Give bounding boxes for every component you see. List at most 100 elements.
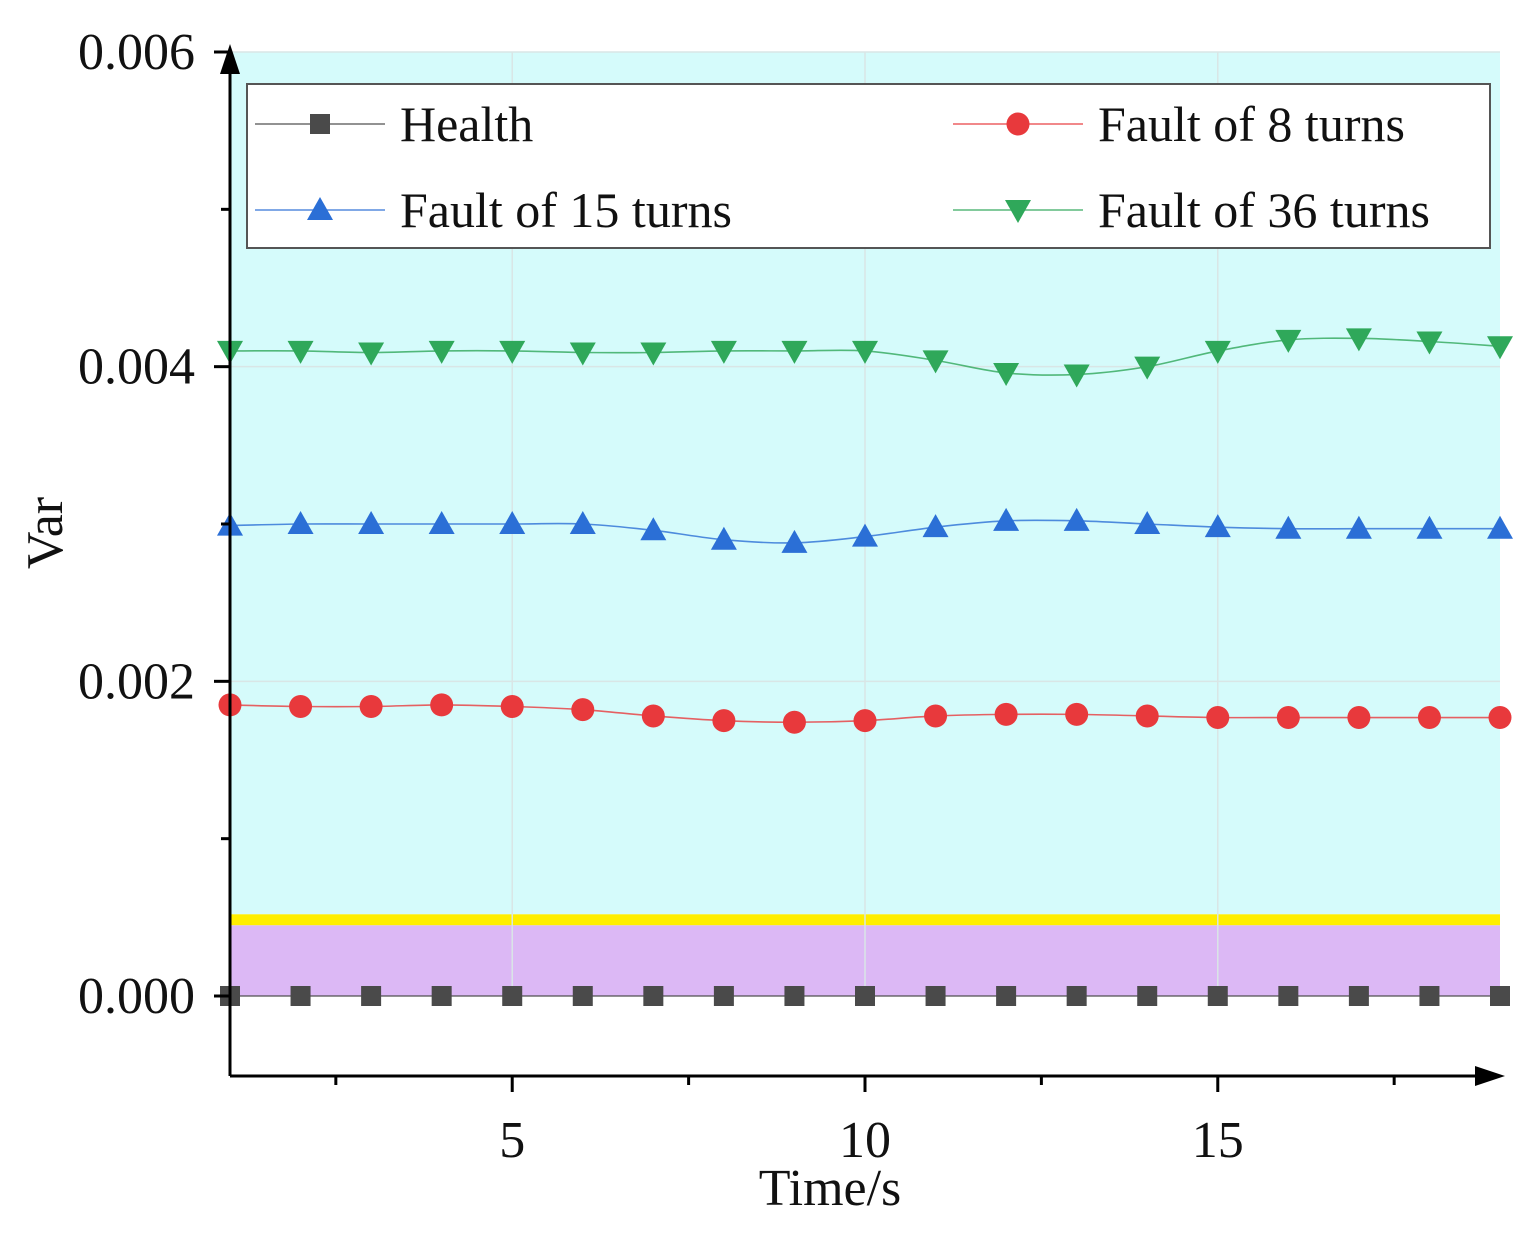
legend: Health Fault of 8 turns Fault of 15 turns F… [246, 83, 1491, 249]
data-point-health-10 [925, 986, 946, 1006]
data-point-health-3 [431, 986, 452, 1006]
data-point-fault-of-15-turns-1 [287, 511, 314, 534]
data-point-health-4 [502, 986, 523, 1006]
data-point-health-7 [713, 986, 734, 1006]
legend-marker-health [310, 114, 330, 134]
data-point-fault-of-8-turns-8 [782, 710, 806, 734]
data-point-fault-of-8-turns-11 [994, 702, 1018, 726]
data-point-fault-of-36-turns-17 [1416, 331, 1443, 355]
data-point-health-13 [1137, 986, 1158, 1006]
tick-labels: 0.000 0.002 0.004 0.006 5 10 15 [78, 24, 1244, 1169]
data-point-health-17 [1419, 986, 1440, 1006]
data-point-fault-of-15-turns-13 [1134, 511, 1161, 534]
legend-box [246, 83, 1491, 249]
data-point-fault-of-15-turns-7 [710, 526, 737, 550]
data-point-fault-of-36-turns-3 [428, 340, 455, 364]
data-point-fault-of-8-turns-17 [1417, 706, 1441, 730]
legend-item-fault-of-36-turns: Fault of 36 turns [953, 182, 1430, 238]
x-axis-arrow [1475, 1066, 1505, 1086]
data-point-fault-of-36-turns-2 [358, 342, 385, 366]
x-tick-label: 10 [839, 1112, 891, 1169]
legend-item-fault-of-8-turns: Fault of 8 turns [953, 96, 1405, 152]
data-point-health-16 [1348, 986, 1369, 1006]
y-tick-label: 0.004 [78, 339, 195, 396]
data-point-fault-of-8-turns-2 [359, 695, 383, 719]
data-point-fault-of-15-turns-2 [358, 511, 385, 534]
data-point-fault-of-36-turns-13 [1134, 356, 1161, 380]
data-point-health-15 [1278, 986, 1299, 1006]
series-fault-of-36-turns [217, 328, 1513, 388]
data-point-health-9 [855, 986, 875, 1006]
data-point-fault-of-36-turns-1 [287, 340, 314, 364]
data-point-fault-of-15-turns-16 [1345, 515, 1372, 539]
data-point-fault-of-8-turns-3 [430, 693, 454, 717]
data-point-fault-of-15-turns-6 [640, 517, 667, 541]
y-tick-label: 0.000 [78, 968, 195, 1025]
data-point-fault-of-8-turns-14 [1206, 706, 1230, 730]
data-point-fault-of-36-turns-4 [499, 340, 526, 364]
legend-item-fault-of-15-turns: Fault of 15 turns [255, 182, 732, 238]
data-point-fault-of-8-turns-7 [712, 709, 736, 733]
y-axis-arrow [220, 44, 240, 74]
data-point-fault-of-8-turns-13 [1135, 704, 1159, 728]
data-point-fault-of-15-turns-9 [852, 523, 878, 547]
data-point-fault-of-36-turns-10 [922, 350, 949, 374]
data-point-fault-of-15-turns-11 [993, 507, 1020, 531]
data-point-fault-of-15-turns-5 [569, 511, 596, 534]
data-point-fault-of-8-turns-10 [924, 704, 948, 728]
data-point-fault-of-15-turns-4 [499, 511, 526, 534]
data-point-fault-of-36-turns-16 [1345, 328, 1372, 352]
data-point-fault-of-15-turns-14 [1204, 514, 1231, 538]
data-point-fault-of-36-turns-15 [1275, 329, 1302, 353]
legend-label-fault-of-8-turns: Fault of 8 turns [1098, 96, 1405, 152]
data-point-fault-of-36-turns-6 [640, 342, 667, 366]
legend-marker-fault-of-8-turns [1006, 112, 1030, 136]
data-point-fault-of-15-turns-8 [781, 529, 808, 553]
y-tick-label: 0.006 [78, 24, 195, 81]
data-point-health-2 [361, 986, 382, 1006]
legend-label-health: Health [400, 96, 533, 152]
x-axis-title: Time/s [759, 1160, 902, 1217]
data-point-fault-of-36-turns-5 [569, 342, 596, 366]
legend-marker-fault-of-36-turns [1005, 200, 1031, 223]
data-point-health-6 [643, 986, 664, 1006]
x-tick-label: 15 [1192, 1112, 1244, 1169]
series-fault-of-15-turns [217, 507, 1513, 553]
data-point-fault-of-36-turns-11 [993, 362, 1020, 386]
y-tick-label: 0.002 [78, 653, 195, 710]
data-point-health-14 [1207, 986, 1228, 1006]
data-point-fault-of-8-turns-4 [500, 695, 524, 719]
data-point-fault-of-8-turns-16 [1347, 706, 1371, 730]
data-point-health-1 [290, 986, 311, 1006]
data-point-fault-of-36-turns-9 [852, 340, 878, 364]
data-point-fault-of-8-turns-5 [571, 698, 595, 722]
legend-label-fault-of-36-turns: Fault of 36 turns [1098, 182, 1430, 238]
series-fault-of-8-turns [218, 693, 1512, 734]
data-point-fault-of-15-turns-12 [1063, 507, 1090, 531]
data-point-fault-of-8-turns-9 [853, 709, 877, 733]
data-series [217, 328, 1513, 1006]
legend-label-fault-of-15-turns: Fault of 15 turns [400, 182, 732, 238]
data-point-fault-of-8-turns-1 [289, 695, 313, 719]
data-point-health-18 [1490, 986, 1510, 1006]
data-point-health-12 [1066, 986, 1087, 1006]
data-point-fault-of-15-turns-17 [1416, 515, 1443, 539]
data-point-fault-of-36-turns-8 [781, 340, 808, 364]
data-point-fault-of-8-turns-12 [1065, 702, 1089, 726]
data-point-fault-of-15-turns-3 [428, 511, 455, 534]
data-point-fault-of-15-turns-15 [1275, 515, 1302, 539]
data-point-fault-of-36-turns-7 [710, 340, 737, 364]
data-point-health-5 [572, 986, 593, 1006]
data-point-fault-of-36-turns-14 [1204, 340, 1231, 364]
data-point-fault-of-15-turns-18 [1487, 515, 1513, 539]
axes [214, 44, 1505, 1092]
data-point-fault-of-8-turns-15 [1276, 706, 1300, 730]
data-point-fault-of-36-turns-12 [1063, 364, 1090, 388]
x-tick-label: 5 [499, 1112, 525, 1169]
data-point-health-11 [996, 986, 1017, 1006]
data-point-fault-of-36-turns-18 [1487, 336, 1513, 360]
data-point-fault-of-8-turns-6 [641, 704, 665, 728]
legend-marker-fault-of-15-turns [307, 197, 333, 220]
